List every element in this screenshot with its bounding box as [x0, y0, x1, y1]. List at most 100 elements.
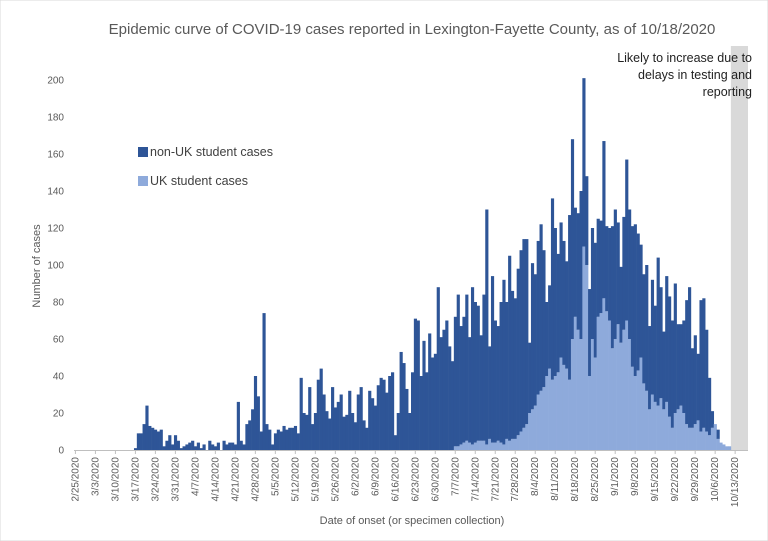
bar-non-uk-student — [453, 316, 457, 447]
x-tick-label: 5/26/2020 — [330, 457, 341, 502]
bar-non-uk-student — [145, 405, 149, 450]
bar-non-uk-student — [256, 396, 260, 450]
bar-non-uk-student — [416, 320, 420, 450]
reporting-delay-shade — [730, 46, 748, 450]
x-tick-label: 7/21/2020 — [490, 457, 501, 502]
bar-non-uk-student — [450, 361, 455, 450]
bar-non-uk-student — [308, 387, 312, 450]
bar-non-uk-student — [590, 228, 595, 339]
bar-non-uk-student — [408, 413, 412, 450]
bar-uk-student — [485, 444, 489, 450]
bar-uk-student — [568, 379, 572, 450]
bar-non-uk-student — [233, 444, 238, 450]
bar-non-uk-student — [522, 239, 526, 428]
bar-uk-student — [702, 427, 706, 450]
bar-non-uk-student — [288, 427, 292, 450]
bar-non-uk-student — [319, 368, 323, 450]
x-tick-label: 3/10/2020 — [110, 457, 121, 502]
bar-non-uk-student — [419, 376, 423, 450]
bar-non-uk-student — [562, 240, 566, 365]
bar-uk-student — [488, 438, 492, 450]
bar-non-uk-student — [151, 427, 155, 450]
x-tick-label: 3/24/2020 — [150, 457, 161, 502]
bar-non-uk-student — [465, 294, 469, 441]
bar-uk-student — [588, 376, 592, 450]
bar-non-uk-student — [168, 435, 172, 450]
bars-layer — [133, 78, 732, 450]
bar-non-uk-student — [351, 413, 355, 450]
bar-non-uk-student — [499, 302, 503, 443]
bar-non-uk-student — [676, 324, 680, 410]
bar-non-uk-student — [279, 431, 283, 450]
bar-non-uk-student — [273, 433, 278, 450]
bar-non-uk-student — [456, 294, 460, 447]
bar-non-uk-student — [216, 442, 220, 450]
bar-non-uk-student — [188, 442, 192, 450]
x-tick-label: 6/2/2020 — [350, 457, 361, 496]
bar-uk-student — [596, 316, 600, 450]
bar-non-uk-student — [136, 433, 140, 450]
bar-uk-student — [696, 420, 700, 450]
x-tick-label: 9/22/2020 — [670, 457, 681, 502]
bar-non-uk-student — [333, 407, 338, 450]
bar-uk-student — [482, 440, 486, 450]
bar-uk-student — [496, 440, 500, 450]
bar-non-uk-student — [379, 377, 383, 450]
x-tick-label: 8/4/2020 — [530, 457, 541, 496]
bar-non-uk-student — [153, 429, 158, 450]
bar-non-uk-student — [593, 242, 597, 358]
bar-uk-student — [553, 376, 557, 450]
bar-non-uk-student — [502, 279, 506, 445]
bar-uk-student — [590, 339, 595, 450]
bar-non-uk-student — [568, 215, 572, 380]
bar-non-uk-student — [436, 287, 440, 450]
bar-non-uk-student — [139, 433, 143, 450]
bar-non-uk-student — [556, 253, 560, 373]
bar-non-uk-student — [445, 320, 449, 450]
x-tick-label: 4/28/2020 — [250, 457, 261, 502]
bar-non-uk-student — [525, 239, 529, 425]
bar-uk-student — [648, 409, 652, 450]
bar-non-uk-student — [385, 392, 389, 450]
bar-non-uk-student — [710, 411, 715, 428]
x-tick-label: 7/28/2020 — [510, 457, 521, 502]
bar-uk-student — [685, 424, 689, 450]
bar-uk-student — [728, 446, 732, 450]
bar-uk-student — [505, 438, 509, 450]
bar-non-uk-student — [442, 329, 446, 450]
bar-non-uk-student — [185, 444, 189, 450]
x-tick-label: 3/31/2020 — [170, 457, 181, 502]
bar-non-uk-student — [690, 348, 695, 428]
bar-non-uk-student — [396, 413, 400, 450]
bar-uk-student — [593, 357, 597, 450]
bar-non-uk-student — [271, 444, 275, 450]
bar-uk-student — [456, 446, 460, 450]
x-tick-label: 6/16/2020 — [390, 457, 401, 502]
delay-annotation: Likely to increase due to delays in test… — [617, 51, 752, 99]
bar-uk-student — [713, 424, 717, 450]
bar-non-uk-student — [528, 342, 532, 413]
bar-non-uk-student — [259, 431, 263, 450]
bar-uk-student — [710, 427, 715, 450]
bar-non-uk-student — [668, 296, 672, 417]
bar-non-uk-student — [685, 300, 689, 425]
bar-uk-student — [536, 394, 540, 450]
bar-non-uk-student — [688, 287, 692, 428]
bar-non-uk-student — [653, 305, 657, 402]
bar-non-uk-student — [636, 233, 640, 371]
x-tick-label: 4/14/2020 — [210, 457, 221, 502]
bar-uk-student — [616, 324, 620, 450]
bar-non-uk-student — [482, 294, 486, 441]
x-axis-tick-labels: 2/25/2020 3/3/2020 3/10/2020 3/17/2020 3/24/… — [70, 457, 741, 507]
bar-uk-student — [622, 329, 626, 450]
bar-non-uk-student — [633, 224, 637, 376]
bar-non-uk-student — [302, 413, 306, 450]
y-tick-label: 200 — [47, 76, 64, 87]
bar-non-uk-student — [596, 218, 600, 317]
bar-non-uk-student — [716, 429, 720, 439]
bar-uk-student — [653, 401, 657, 450]
bar-non-uk-student — [213, 446, 218, 450]
bar-non-uk-student — [553, 228, 557, 376]
bar-uk-student — [548, 368, 552, 450]
x-tick-label: 8/25/2020 — [590, 457, 601, 502]
